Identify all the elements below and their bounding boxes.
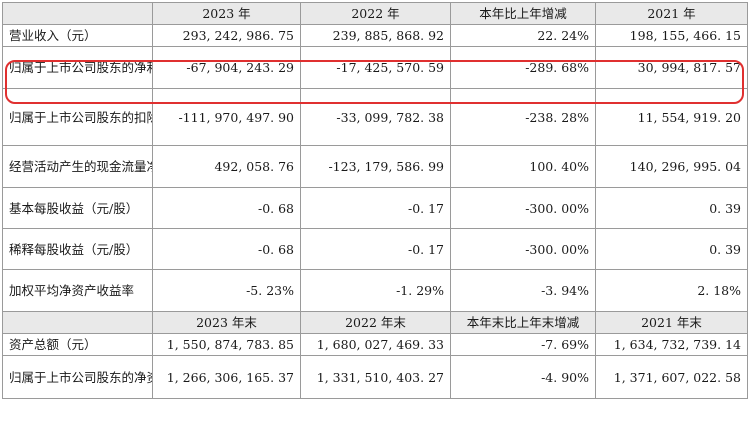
header-cell: [2, 2, 153, 25]
value-cell: -0. 17: [300, 187, 451, 229]
table-row: 归属于上市公司股东的扣除非经常性损益的净利润（元） -111, 970, 497…: [2, 88, 748, 146]
value-cell: -5. 23%: [152, 269, 301, 312]
value-cell: 1, 371, 607, 022. 58: [595, 355, 748, 399]
value-cell: 239, 885, 868. 92: [300, 24, 451, 47]
value-cell: -300. 00%: [450, 187, 596, 229]
header-cell: 本年比上年增减: [450, 2, 596, 25]
row-label: 资产总额（元）: [2, 333, 153, 356]
table-row: 资产总额（元） 1, 550, 874, 783. 85 1, 680, 027…: [2, 333, 748, 356]
value-cell: 492, 058. 76: [152, 145, 301, 188]
table-row: 归属于上市公司股东的净资产（元） 1, 266, 306, 165. 37 1,…: [2, 355, 748, 399]
table-row: 稀释每股收益（元/股） -0. 68 -0. 17 -300. 00% 0. 3…: [2, 228, 748, 270]
value-cell: 1, 634, 732, 739. 14: [595, 333, 748, 356]
value-cell: 2. 18%: [595, 269, 748, 312]
value-cell: -67, 904, 243. 29: [152, 46, 301, 89]
row-label: 归属于上市公司股东的净资产（元）: [2, 355, 153, 399]
header-cell: 2021 年末: [595, 311, 748, 334]
value-cell: -0. 68: [152, 187, 301, 229]
value-cell: -111, 970, 497. 90: [152, 88, 301, 146]
value-cell: 293, 242, 986. 75: [152, 24, 301, 47]
row-label: 经营活动产生的现金流量净额（元）: [2, 145, 153, 188]
table-header-row: 2023 年末 2022 年末 本年末比上年末增减 2021 年末: [2, 311, 748, 334]
value-cell: -4. 90%: [450, 355, 596, 399]
value-cell: 0. 39: [595, 228, 748, 270]
header-cell: 2023 年: [152, 2, 301, 25]
value-cell: 1, 331, 510, 403. 27: [300, 355, 451, 399]
header-cell: 2023 年末: [152, 311, 301, 334]
header-cell: 2021 年: [595, 2, 748, 25]
value-cell: 1, 266, 306, 165. 37: [152, 355, 301, 399]
value-cell: -0. 68: [152, 228, 301, 270]
value-cell: -33, 099, 782. 38: [300, 88, 451, 146]
table-header-row: 2023 年 2022 年 本年比上年增减 2021 年: [2, 2, 748, 25]
financial-summary: 2023 年 2022 年 本年比上年增减 2021 年 营业收入（元） 293…: [2, 2, 748, 399]
value-cell: 11, 554, 919. 20: [595, 88, 748, 146]
header-cell: 2022 年末: [300, 311, 451, 334]
value-cell: 100. 40%: [450, 145, 596, 188]
row-label: 归属于上市公司股东的净利润（元）: [2, 46, 153, 89]
value-cell: 0. 39: [595, 187, 748, 229]
table-row: 归属于上市公司股东的净利润（元） -67, 904, 243. 29 -17, …: [2, 46, 748, 89]
table-row: 经营活动产生的现金流量净额（元） 492, 058. 76 -123, 179,…: [2, 145, 748, 188]
header-cell: 本年末比上年末增减: [450, 311, 596, 334]
value-cell: -1. 29%: [300, 269, 451, 312]
value-cell: 140, 296, 995. 04: [595, 145, 748, 188]
value-cell: 1, 550, 874, 783. 85: [152, 333, 301, 356]
row-label: 加权平均净资产收益率: [2, 269, 153, 312]
header-cell: 2022 年: [300, 2, 451, 25]
value-cell: -300. 00%: [450, 228, 596, 270]
value-cell: -238. 28%: [450, 88, 596, 146]
table-row: 营业收入（元） 293, 242, 986. 75 239, 885, 868.…: [2, 24, 748, 47]
row-label: 基本每股收益（元/股）: [2, 187, 153, 229]
value-cell: -123, 179, 586. 99: [300, 145, 451, 188]
row-label: 营业收入（元）: [2, 24, 153, 47]
value-cell: -3. 94%: [450, 269, 596, 312]
value-cell: -17, 425, 570. 59: [300, 46, 451, 89]
value-cell: -0. 17: [300, 228, 451, 270]
value-cell: -7. 69%: [450, 333, 596, 356]
value-cell: 1, 680, 027, 469. 33: [300, 333, 451, 356]
row-label: 归属于上市公司股东的扣除非经常性损益的净利润（元）: [2, 88, 153, 146]
row-label: 稀释每股收益（元/股）: [2, 228, 153, 270]
header-cell: [2, 311, 153, 334]
value-cell: 30, 994, 817. 57: [595, 46, 748, 89]
table-row: 加权平均净资产收益率 -5. 23% -1. 29% -3. 94% 2. 18…: [2, 269, 748, 312]
value-cell: 198, 155, 466. 15: [595, 24, 748, 47]
table-row: 基本每股收益（元/股） -0. 68 -0. 17 -300. 00% 0. 3…: [2, 187, 748, 229]
value-cell: 22. 24%: [450, 24, 596, 47]
financial-table: 2023 年 2022 年 本年比上年增减 2021 年 营业收入（元） 293…: [2, 2, 748, 399]
value-cell: -289. 68%: [450, 46, 596, 89]
